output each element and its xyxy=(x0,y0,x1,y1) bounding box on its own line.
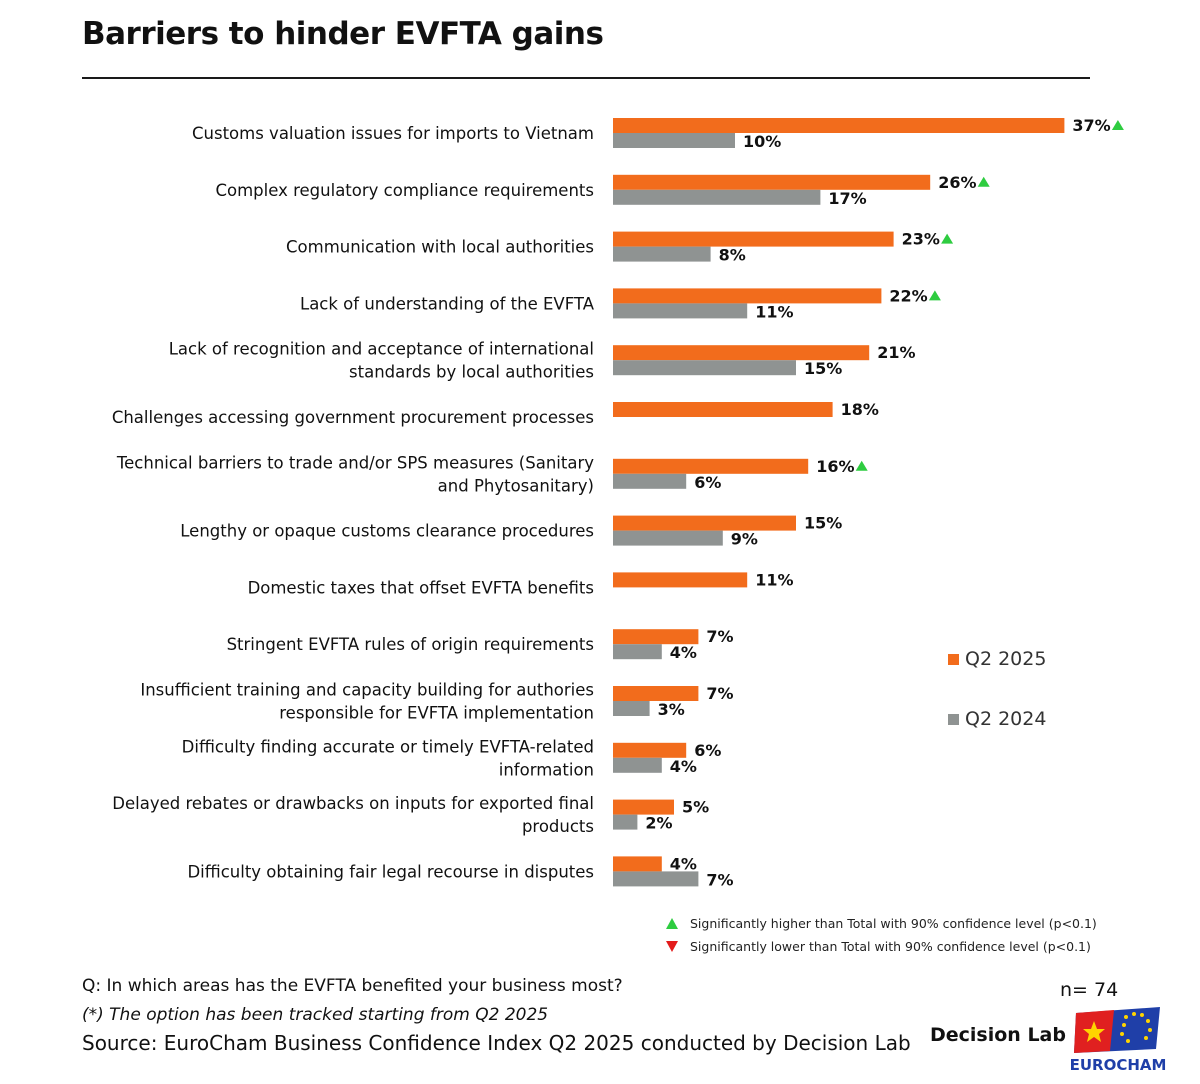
value-label-q2-2025: 26% xyxy=(938,173,976,192)
value-label-q2-2025: 11% xyxy=(755,570,793,589)
tracking-note: (*) The option has been tracked starting… xyxy=(82,1005,549,1025)
bar-q2-2024 xyxy=(613,246,711,262)
category-label: Domestic taxes that offset EVFTA benefit… xyxy=(248,578,594,597)
survey-question: Q: In which areas has the EVFTA benefite… xyxy=(82,976,623,996)
bar-q2-2025 xyxy=(613,345,870,361)
bar-q2-2024 xyxy=(613,473,687,489)
bar-q2-2025 xyxy=(613,856,662,872)
value-label-q2-2024: 4% xyxy=(670,643,697,662)
category-label: Lack of understanding of the EVFTA xyxy=(300,294,595,313)
category-label: Customs valuation issues for imports to … xyxy=(192,124,594,143)
significance-lower-note: Significantly lower than Total with 90% … xyxy=(666,939,1091,954)
category-label: Delayed rebates or drawbacks on inputs f… xyxy=(112,794,594,813)
value-label-q2-2024: 8% xyxy=(719,246,746,265)
category-label: Technical barriers to trade and/or SPS m… xyxy=(116,453,594,472)
significance-higher-note: Significantly higher than Total with 90%… xyxy=(666,916,1097,931)
bar-q2-2024 xyxy=(613,701,650,716)
category-label: responsible for EVFTA implementation xyxy=(279,704,594,723)
source-note: Source: EuroCham Business Confidence Ind… xyxy=(82,1031,911,1055)
value-label-q2-2024: 2% xyxy=(645,814,672,833)
value-label-q2-2024: 11% xyxy=(755,302,793,321)
category-label: Difficulty obtaining fair legal recourse… xyxy=(187,862,594,881)
value-label-q2-2024: 7% xyxy=(706,870,733,889)
category-label: Communication with local authorities xyxy=(286,238,594,257)
significance-up-icon xyxy=(855,460,868,471)
category-label: Insufficient training and capacity build… xyxy=(140,681,594,700)
triangle-up-icon xyxy=(666,918,678,929)
value-label-q2-2025: 7% xyxy=(706,627,733,646)
bar-q2-2024 xyxy=(613,303,748,319)
sample-size: n= 74 xyxy=(1060,979,1119,1001)
chart-title: Barriers to hinder EVFTA gains xyxy=(82,16,604,52)
decision-lab-logo: Decision Lab xyxy=(930,1024,1066,1046)
bar-q2-2025 xyxy=(613,458,809,474)
value-label-q2-2024: 17% xyxy=(828,189,866,208)
bar-q2-2025 xyxy=(613,231,894,247)
value-label-q2-2025: 21% xyxy=(877,343,915,362)
bar-q2-2024 xyxy=(613,644,662,660)
bar-q2-2025 xyxy=(613,515,796,531)
value-label-q2-2025: 5% xyxy=(682,798,709,817)
value-label-q2-2025: 6% xyxy=(694,741,721,760)
eurocham-logo-text: EUROCHAM xyxy=(1070,1056,1166,1074)
category-label: and Phytosanitary) xyxy=(438,476,594,495)
value-label-q2-2025: 15% xyxy=(804,514,842,533)
legend-label-q2-2025: Q2 2025 xyxy=(965,648,1047,670)
bar-q2-2024 xyxy=(613,814,638,830)
value-label-q2-2025: 4% xyxy=(670,854,697,873)
category-label: products xyxy=(522,817,594,836)
bar-q2-2024 xyxy=(613,360,796,376)
legend-swatch-q2-2025 xyxy=(948,654,959,665)
significance-up-icon xyxy=(977,176,990,187)
value-label-q2-2024: 9% xyxy=(731,530,758,549)
bar-q2-2024 xyxy=(613,189,821,205)
eurocham-logo: EUROCHAM xyxy=(1070,1007,1166,1074)
category-label: Stringent EVFTA rules of origin requirem… xyxy=(227,635,594,654)
bar-q2-2025 xyxy=(613,174,931,190)
bar-q2-2025 xyxy=(613,799,674,815)
value-label-q2-2025: 23% xyxy=(902,230,940,249)
significance-lower-text: Significantly lower than Total with 90% … xyxy=(690,939,1091,954)
value-label-q2-2024: 3% xyxy=(658,700,685,719)
category-label: information xyxy=(499,760,594,779)
value-label-q2-2025: 18% xyxy=(841,400,879,419)
value-label-q2-2024: 10% xyxy=(743,132,781,151)
value-label-q2-2024: 15% xyxy=(804,359,842,378)
bar-q2-2025 xyxy=(613,402,833,417)
bar-q2-2025 xyxy=(613,572,748,588)
triangle-down-icon xyxy=(666,941,678,952)
bar-q2-2024 xyxy=(613,871,699,887)
bar-q2-2025 xyxy=(613,629,699,645)
significance-up-icon xyxy=(1111,120,1124,130)
value-label-q2-2025: 7% xyxy=(706,684,733,703)
category-label: Lengthy or opaque customs clearance proc… xyxy=(180,522,594,541)
title-divider xyxy=(82,77,1090,79)
significance-up-icon xyxy=(941,233,954,244)
bar-q2-2024 xyxy=(613,133,735,148)
significance-higher-text: Significantly higher than Total with 90%… xyxy=(690,916,1097,931)
significance-up-icon xyxy=(928,290,941,301)
category-label: standards by local authorities xyxy=(349,363,594,382)
bar-q2-2024 xyxy=(613,757,662,773)
value-label-q2-2024: 6% xyxy=(694,473,721,492)
value-label-q2-2025: 22% xyxy=(889,286,927,305)
category-label: Complex regulatory compliance requiremen… xyxy=(215,181,594,200)
legend-label-q2-2024: Q2 2024 xyxy=(965,708,1047,730)
value-label-q2-2024: 4% xyxy=(670,757,697,776)
bar-q2-2025 xyxy=(613,742,687,758)
category-label: Lack of recognition and acceptance of in… xyxy=(169,340,594,359)
category-label: Challenges accessing government procurem… xyxy=(112,408,594,427)
value-label-q2-2025: 37% xyxy=(1072,116,1110,135)
category-label: Difficulty finding accurate or timely EV… xyxy=(182,737,594,756)
bar-q2-2025 xyxy=(613,118,1065,133)
value-label-q2-2025: 16% xyxy=(816,457,854,476)
bar-q2-2024 xyxy=(613,530,723,546)
bar-q2-2025 xyxy=(613,686,699,701)
bar-chart: Customs valuation issues for imports to … xyxy=(112,116,1124,889)
bar-q2-2025 xyxy=(613,288,882,304)
legend-item-q2-2024: Q2 2024 xyxy=(948,708,1046,730)
legend-swatch-q2-2024 xyxy=(948,714,959,725)
legend-item-q2-2025: Q2 2025 xyxy=(948,648,1046,670)
